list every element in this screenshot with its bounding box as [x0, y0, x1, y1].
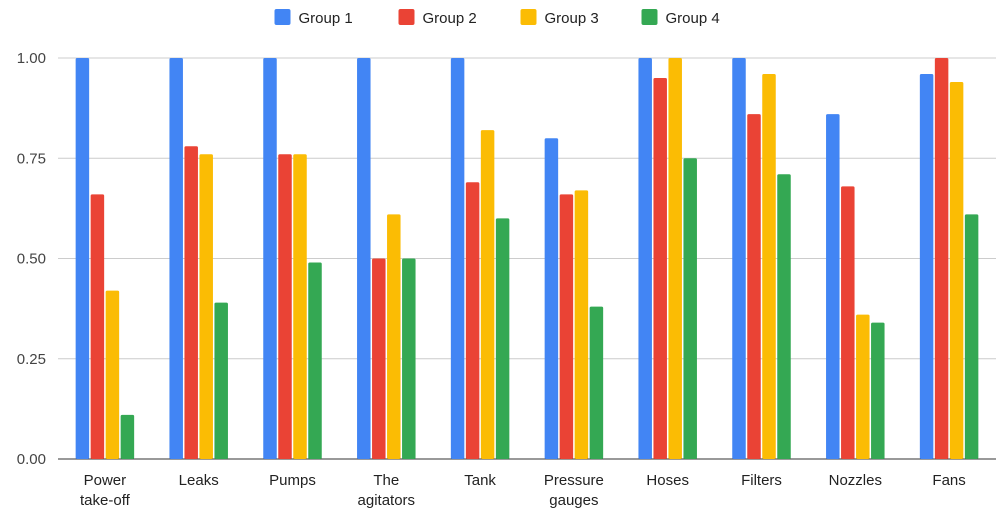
bar-group-1[interactable] — [919, 74, 934, 459]
legend-item-group-3[interactable]: Group 3 — [520, 9, 599, 27]
bar-group-3[interactable] — [856, 314, 870, 459]
bar-group-1[interactable] — [544, 138, 559, 459]
x-tick-label: Pumps — [269, 472, 316, 489]
legend: Group 1 Group 2 Group 3 Group 4 — [274, 9, 720, 27]
legend-label: Group 3 — [545, 10, 599, 27]
legend-label: Group 4 — [666, 10, 720, 27]
bar-group-4[interactable] — [683, 158, 697, 459]
bar-group-3[interactable] — [293, 154, 307, 460]
bars — [75, 58, 979, 460]
bar-group-4[interactable] — [214, 302, 228, 459]
gridlines — [58, 57, 996, 360]
bar-group-4[interactable] — [871, 322, 885, 459]
x-tick-label: Hoses — [646, 472, 689, 489]
bar-group-4[interactable] — [964, 214, 979, 459]
bar-group-2[interactable] — [465, 182, 480, 459]
bar-group-1[interactable] — [732, 58, 746, 459]
bar-group-3[interactable] — [762, 74, 776, 459]
bar-group-2[interactable] — [372, 258, 386, 460]
legend-label: Group 1 — [299, 10, 353, 27]
x-tick-label: Filters — [741, 472, 782, 489]
bar-group-4[interactable] — [402, 258, 416, 460]
bar-group-3[interactable] — [387, 214, 401, 459]
legend-swatch — [520, 9, 537, 25]
x-tick-label: Pressure gauges — [544, 472, 604, 509]
x-tick-label: Tank — [464, 472, 496, 489]
y-tick-label: 0.50 — [17, 251, 46, 268]
bar-group-1[interactable] — [450, 58, 465, 459]
bar-group-3[interactable] — [480, 130, 495, 459]
bar-group-3[interactable] — [199, 154, 213, 460]
y-tick-label: 1.00 — [17, 50, 46, 67]
legend-swatch — [274, 9, 291, 25]
x-tick-label: Power take-off — [80, 472, 131, 509]
bar-group-2[interactable] — [934, 58, 949, 459]
bar-group-4[interactable] — [120, 414, 135, 459]
bar-group-1[interactable] — [638, 58, 652, 459]
y-axis: 0.00 0.25 0.50 0.75 1.00 — [17, 50, 996, 468]
legend-swatch — [398, 9, 415, 25]
legend-item-group-1[interactable]: Group 1 — [274, 9, 353, 27]
x-axis: Power take-off Leaks Pumps The agitators Tank P… — [80, 472, 966, 509]
x-tick-label: Leaks — [179, 472, 219, 489]
bar-group-3[interactable] — [105, 290, 120, 459]
bar-group-1[interactable] — [263, 58, 277, 459]
bar-group-2[interactable] — [841, 186, 855, 459]
y-tick-label: 0.00 — [17, 451, 46, 468]
bar-group-2[interactable] — [278, 154, 292, 460]
bar-group-3[interactable] — [574, 190, 589, 459]
bar-group-2[interactable] — [559, 194, 574, 459]
bar-group-2[interactable] — [90, 194, 105, 459]
x-tick-label: Fans — [932, 472, 965, 489]
bar-group-3[interactable] — [949, 82, 964, 459]
y-tick-label: 0.25 — [17, 351, 46, 368]
bar-group-4[interactable] — [589, 306, 604, 459]
bar-group-2[interactable] — [653, 78, 667, 460]
bar-group-2[interactable] — [747, 114, 761, 459]
bar-group-3[interactable] — [668, 58, 682, 459]
bar-group-4[interactable] — [777, 174, 791, 460]
bar-group-1[interactable] — [826, 114, 840, 459]
bar-group-1[interactable] — [169, 58, 183, 459]
legend-label: Group 2 — [423, 10, 477, 27]
legend-item-group-4[interactable]: Group 4 — [641, 9, 720, 27]
bar-group-1[interactable] — [75, 58, 90, 459]
x-tick-label: The agitators — [358, 472, 416, 509]
legend-item-group-2[interactable]: Group 2 — [398, 9, 477, 27]
y-tick-label: 0.75 — [17, 150, 46, 167]
bar-group-4[interactable] — [495, 218, 510, 459]
x-tick-label: Nozzles — [829, 472, 882, 489]
bar-group-2[interactable] — [184, 146, 198, 459]
bar-group-1[interactable] — [357, 58, 371, 459]
legend-swatch — [641, 9, 658, 25]
bar-group-4[interactable] — [308, 262, 322, 459]
